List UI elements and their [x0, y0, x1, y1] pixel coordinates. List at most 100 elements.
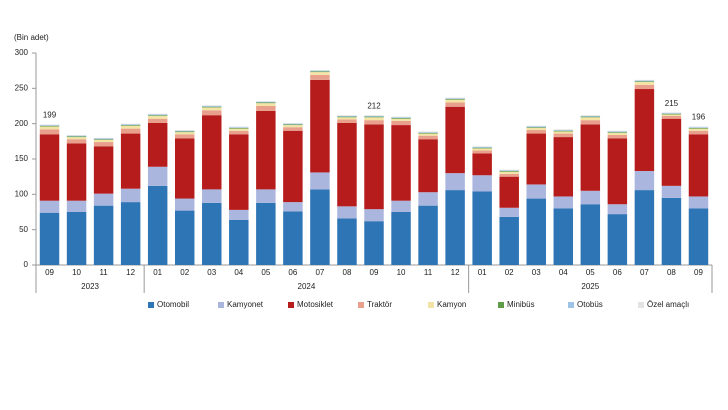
legend-swatch	[288, 302, 294, 308]
bar-segment	[229, 134, 249, 210]
bar-segment	[39, 212, 60, 265]
bar-segment	[202, 110, 222, 116]
legend-label: Kamyon	[437, 300, 466, 309]
legend-label: Otomobil	[157, 300, 189, 309]
bar-segment	[607, 132, 628, 135]
group-label: 2023	[81, 282, 99, 291]
bar-segment	[445, 106, 465, 174]
bar-segment	[418, 135, 438, 140]
legend-swatch	[218, 302, 224, 308]
bar-segment	[337, 117, 357, 120]
bar-segment	[256, 202, 276, 265]
bar-segment	[472, 175, 492, 192]
bar-segment	[147, 115, 168, 119]
bar-segment	[445, 190, 465, 265]
bar-segment	[229, 219, 249, 265]
x-tick-label: 04	[234, 268, 243, 277]
bar-segment	[229, 128, 249, 131]
bar-segment	[661, 113, 682, 114]
bar-segment	[337, 206, 357, 219]
bar-segment	[120, 125, 141, 126]
bar-segment	[526, 184, 546, 199]
bar-segment	[418, 133, 438, 136]
bar-segment	[499, 170, 519, 172]
y-tick-label: 50	[19, 225, 28, 234]
bar-segment	[202, 115, 222, 190]
bar-segment	[256, 103, 276, 106]
bar-segment	[229, 126, 249, 128]
legend-swatch	[498, 302, 504, 308]
bar-segment	[174, 130, 195, 131]
bar-segment	[634, 190, 655, 265]
bar-segment	[174, 131, 195, 133]
bar-segment	[337, 119, 357, 123]
bar-segment	[688, 126, 709, 128]
bar-segment	[472, 148, 492, 151]
y-tick-label: 150	[15, 154, 29, 163]
x-tick-label: 05	[586, 268, 595, 277]
bar-segment	[553, 196, 574, 209]
bar-segment	[364, 115, 384, 117]
bar-segment	[174, 210, 195, 265]
bar-segment	[283, 127, 303, 131]
bar-segment	[310, 172, 330, 190]
bar-segment	[580, 124, 601, 191]
bar-segment	[553, 131, 574, 134]
bar-segment	[256, 189, 276, 203]
x-tick-label: 12	[451, 268, 460, 277]
bar-segment	[147, 118, 168, 123]
bar-segment	[66, 143, 87, 201]
bar-segment	[256, 110, 276, 190]
bar-segment	[39, 200, 60, 213]
x-tick-label: 09	[45, 268, 54, 277]
bar-segment	[256, 106, 276, 111]
bar-segment	[418, 192, 438, 206]
bar-segment	[391, 118, 411, 121]
bar-segment	[688, 127, 709, 129]
y-tick-label: 250	[15, 83, 29, 92]
y-tick-label: 100	[15, 189, 29, 198]
bar-segment	[418, 139, 438, 193]
bar-segment	[337, 218, 357, 265]
bar-segment	[634, 80, 655, 82]
bar-segment	[364, 221, 384, 265]
bar-segment	[580, 190, 601, 205]
x-tick-label: 08	[343, 268, 352, 277]
bar-segment	[580, 117, 601, 121]
bar-segment	[634, 81, 655, 85]
x-tick-label: 03	[532, 268, 541, 277]
bar-segment	[120, 125, 141, 129]
bar-segment	[364, 115, 384, 116]
bar-segment	[391, 116, 411, 118]
y-tick-label: 300	[15, 48, 29, 57]
bar-segment	[364, 124, 384, 210]
bar-segment	[364, 209, 384, 222]
bar-segment	[445, 173, 465, 191]
bar-segment	[93, 139, 114, 143]
bar-segment	[445, 98, 465, 100]
bar-segment	[256, 102, 276, 104]
bar-segment	[634, 171, 655, 191]
x-tick-label: 11	[424, 268, 433, 277]
bar-segment	[391, 212, 411, 265]
bar-segment	[283, 123, 303, 125]
bar-segment	[553, 130, 574, 131]
bar-segment	[607, 130, 628, 132]
bar-segment	[174, 132, 195, 135]
x-tick-label: 03	[207, 268, 216, 277]
bar-segment	[580, 204, 601, 265]
bar-segment	[526, 125, 546, 127]
bar-segment	[39, 125, 60, 127]
bar-segment	[526, 127, 546, 131]
bar-segment	[418, 132, 438, 134]
legend-swatch	[148, 302, 154, 308]
bar-segment	[418, 205, 438, 265]
bar-segment	[688, 134, 709, 197]
bar-segment	[283, 124, 303, 126]
bar-segment	[499, 176, 519, 208]
bar-segment	[39, 124, 60, 126]
x-tick-label: 04	[559, 268, 568, 277]
bar-segment	[337, 115, 357, 116]
bar-segment	[607, 138, 628, 205]
bar-segment	[147, 122, 168, 167]
